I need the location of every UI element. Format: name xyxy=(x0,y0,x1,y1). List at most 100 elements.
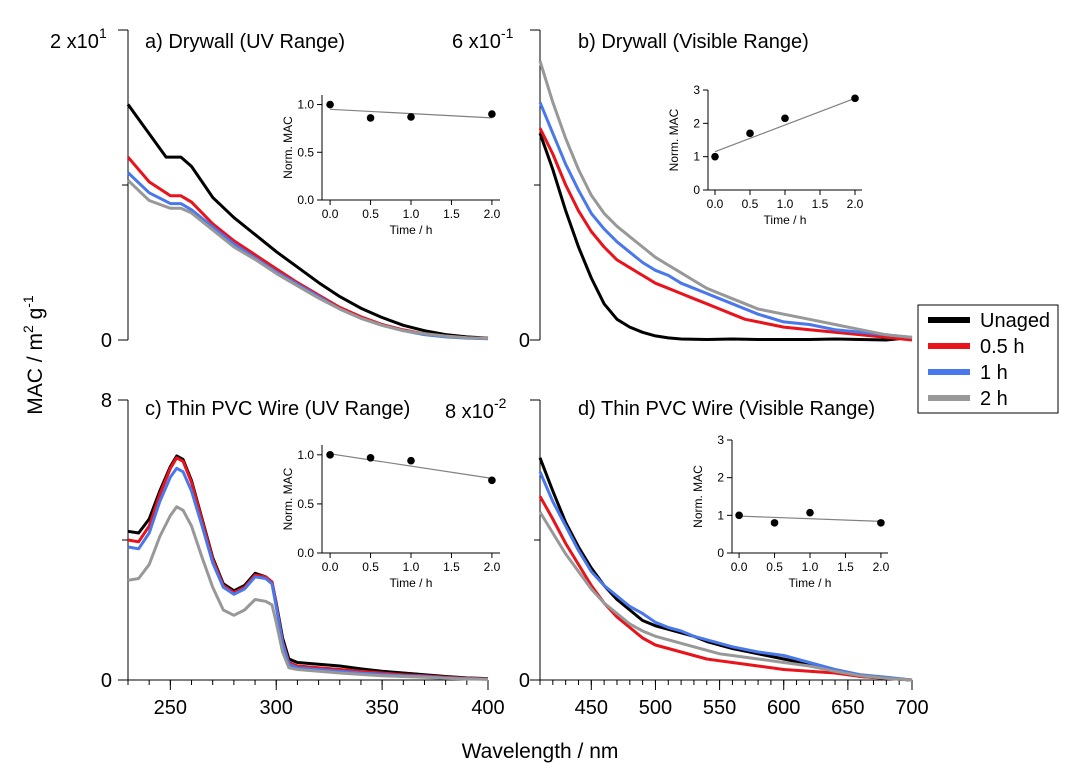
panel-a-y-tick-label-top-base: 2 x10 xyxy=(50,31,99,53)
legend-label-2: 1 h xyxy=(980,362,1008,384)
panel-c-inset-point-0 xyxy=(326,451,334,459)
panel-b-y-tick-label-zero: 0 xyxy=(519,330,530,352)
panel-c-inset: 0.0 0.5 1.0 1.5 2.0 0.0 0.5 1.0 Time / h Norm. MA… xyxy=(281,445,501,590)
panel-d-inset: 0.0 0.5 1.0 1.5 2.0 0 1 2 3 Time / h Norm. MAC xyxy=(691,433,890,590)
panel-b-inset-x-tick-label-4: 2.0 xyxy=(847,197,864,211)
panel-b-inset-point-0 xyxy=(711,152,719,161)
panel-c-inset-y-tick-label-2: 1.0 xyxy=(297,448,314,462)
panel-c-series-1 xyxy=(127,456,489,681)
panel-a-inset-point-3 xyxy=(488,110,496,118)
panel-d-inset-point-2 xyxy=(806,508,814,517)
panel-d-inset-x-tick-label-4: 2.0 xyxy=(873,560,890,574)
panel-d-x-tick-label-0: 450 xyxy=(575,697,608,719)
panel-a-series-0 xyxy=(126,103,489,340)
panel-d-inset-y-tick-label-3: 3 xyxy=(717,433,724,447)
panel-b-inset-x-tick-label-2: 1.0 xyxy=(777,197,794,211)
panel-c-x-tick-label-1: 300 xyxy=(260,697,293,719)
panel-b-inset-y-tick-label-1: 1 xyxy=(693,150,700,164)
panel-b-series-2 xyxy=(538,101,913,339)
panel-a-inset-x-tick-label-3: 1.5 xyxy=(443,207,460,221)
panel-b-inset-fit-line xyxy=(714,97,856,153)
panel-d-inset-point-3 xyxy=(877,519,885,527)
panel-d-series xyxy=(538,457,913,682)
panel-b-y-tick-label-top-exponent: -1 xyxy=(501,25,514,41)
panel-a-y-tick-label-top-exponent: 1 xyxy=(99,25,107,41)
y-axis-label-part-2: g xyxy=(24,308,47,326)
panel-a-series-1 xyxy=(126,156,489,340)
panel-d: 0 8 x10-2 d) Thin PVC Wire (Visible Rang… xyxy=(445,395,929,719)
panel-a-inset-point-0 xyxy=(326,100,334,109)
panel-b-inset-y-tick-label-3: 3 xyxy=(693,83,700,97)
panel-d-y-tick-label-top: 8 x10-2 xyxy=(445,395,507,423)
panel-b-inset-xlabel: Time / h xyxy=(764,213,807,227)
panel-d-series-1 xyxy=(538,495,913,682)
legend-label-0: Unaged xyxy=(980,310,1050,332)
panel-c-inset-point-3 xyxy=(488,476,496,485)
panel-c-inset-x-tick-label-2: 1.0 xyxy=(403,560,420,574)
panel-c-inset-x-tick-label-0: 0.0 xyxy=(322,560,339,574)
panel-d-inset-x-tick-label-3: 1.5 xyxy=(837,560,854,574)
panel-d-inset-fit-line xyxy=(739,515,881,522)
panel-d-series-3 xyxy=(538,511,913,682)
panel-c-y-tick-label-zero: 0 xyxy=(101,670,112,692)
legend-entries: Unaged 0.5 h 1 h 2 h xyxy=(928,310,1050,410)
panel-d-title: d) Thin PVC Wire (Visible Range) xyxy=(578,398,875,420)
panel-b-inset-x-tick-label-1: 0.5 xyxy=(742,197,759,211)
panel-c-series-3 xyxy=(127,505,489,681)
panel-d-y-tick-label-top-exponent: -2 xyxy=(494,395,507,411)
panel-a-y-tick-label-top: 2 x101 xyxy=(50,25,107,53)
panel-c: 0 8 c) Thin PVC Wire (UV Range) 250 300 35… xyxy=(101,390,505,719)
panel-b-inset-x-tick-label-0: 0.0 xyxy=(707,197,724,211)
panel-a-inset-xlabel: Time / h xyxy=(390,223,433,237)
y-axis-label: MAC / m2 g-1 xyxy=(20,295,47,415)
panel-c-inset-ylabel: Norm. MAC xyxy=(281,467,295,530)
panel-a-inset-ylabel: Norm. MAC xyxy=(281,116,295,179)
y-axis-label-part-1: MAC / m xyxy=(24,333,47,415)
panel-d-inset-x-tick-label-1: 0.5 xyxy=(766,560,783,574)
panel-d-y-tick-label-zero: 0 xyxy=(519,670,530,692)
panel-a-inset-x-tick-label-2: 1.0 xyxy=(403,207,420,221)
panel-c-x-ticks: 250 300 350 400 xyxy=(127,680,505,719)
panel-c-inset-x-tick-label-3: 1.5 xyxy=(443,560,460,574)
panel-c-x-tick-label-2: 350 xyxy=(365,697,398,719)
panel-c-inset-y-tick-label-0: 0.0 xyxy=(297,546,314,560)
panel-b-inset-point-1 xyxy=(746,129,754,138)
panel-a-inset-x-tick-label-1: 0.5 xyxy=(362,207,379,221)
panel-b-inset-y-tick-label-2: 2 xyxy=(693,116,700,130)
panel-a-inset-y-tick-label-2: 1.0 xyxy=(297,98,314,112)
panel-c-inset-point-2 xyxy=(407,456,415,465)
y-axis-label-superscript-2: 2 xyxy=(20,325,36,333)
panel-c-inset-x-tick-label-4: 2.0 xyxy=(484,560,501,574)
panel-b-inset-ylabel: Norm. MAC xyxy=(667,108,681,171)
panel-d-y-tick-label-top-base: 8 x10 xyxy=(445,401,494,423)
panel-d-inset-point-0 xyxy=(735,511,743,520)
panel-d-x-tick-label-3: 600 xyxy=(767,697,800,719)
x-axis-label: Wavelength / nm xyxy=(462,740,619,763)
panel-d-inset-y-tick-label-1: 1 xyxy=(717,508,724,522)
panel-d-inset-x-tick-label-0: 0.0 xyxy=(731,560,748,574)
panel-a: 0 2 x101 a) Drywall (UV Range) 0.0 0.5 1.0… xyxy=(50,25,501,352)
panel-b-series-3 xyxy=(538,60,913,339)
panel-d-x-tick-label-5: 700 xyxy=(895,697,928,719)
panel-c-series xyxy=(127,454,489,681)
panel-d-inset-y-tick-label-2: 2 xyxy=(717,471,724,485)
panel-c-inset-y-tick-label-1: 0.5 xyxy=(297,497,314,511)
panel-a-inset-y-tick-label-1: 0.5 xyxy=(297,145,314,159)
panel-d-inset-xlabel: Time / h xyxy=(789,576,832,590)
panel-b-inset: 0.0 0.5 1.0 1.5 2.0 0 1 2 3 Time / h Norm. MAC xyxy=(667,83,864,227)
panel-a-inset-point-1 xyxy=(366,114,375,122)
panel-d-x-ticks: 450 500 550 600 650 700 xyxy=(539,680,929,719)
legend-label-1: 0.5 h xyxy=(980,336,1024,358)
panel-c-inset-xlabel: Time / h xyxy=(390,576,433,590)
panel-c-inset-fit-line xyxy=(330,453,492,479)
panel-c-inset-x-tick-label-1: 0.5 xyxy=(362,560,379,574)
legend-label-3: 2 h xyxy=(980,388,1008,410)
panel-b-y-tick-label-top-base: 6 x10 xyxy=(452,31,501,53)
panel-c-title: c) Thin PVC Wire (UV Range) xyxy=(145,398,410,420)
panel-d-x-tick-label-2: 550 xyxy=(703,697,736,719)
panel-b-y-tick-label-top: 6 x10-1 xyxy=(452,25,514,53)
panel-c-y-tick-label-top: 8 xyxy=(101,390,112,412)
panel-b: 0 6 x10-1 b) Drywall (Visible Range) 0.0… xyxy=(452,25,913,352)
panel-c-inset-point-1 xyxy=(366,453,375,462)
